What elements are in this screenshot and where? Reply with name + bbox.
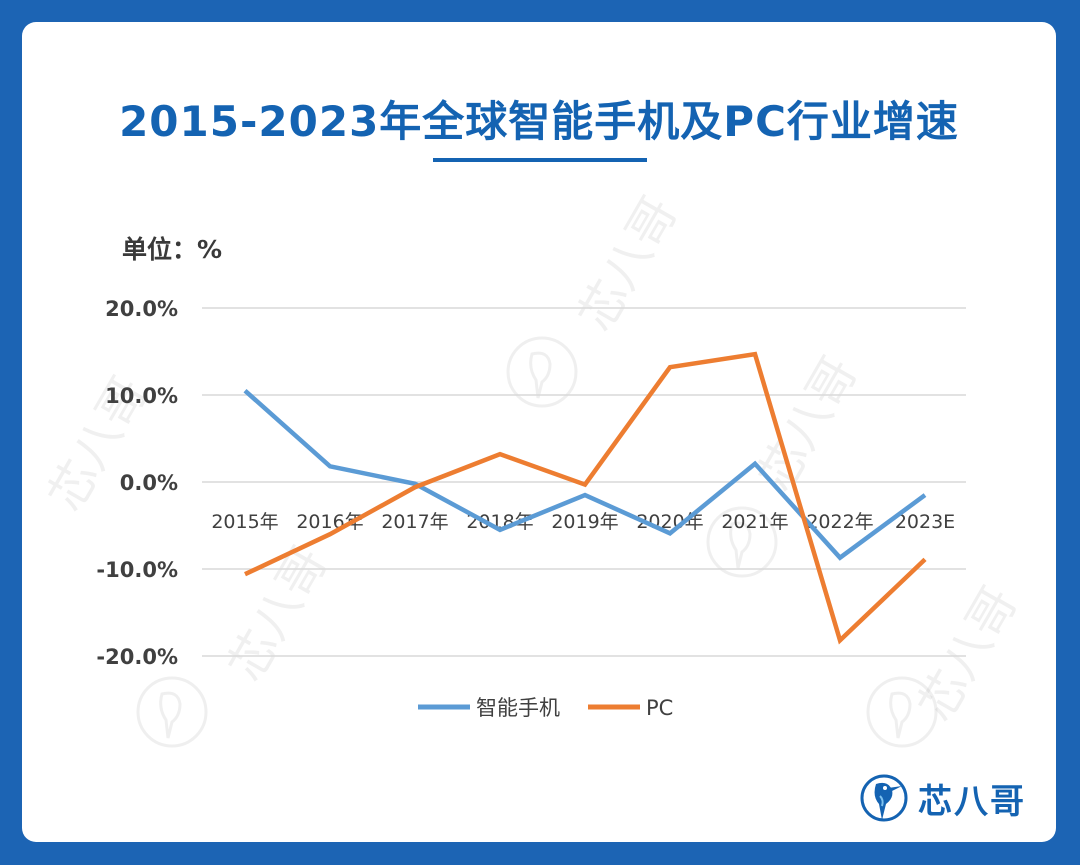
x-tick-label: 2017年 (381, 511, 448, 533)
unit-label: 单位：% (122, 235, 223, 264)
watermark-text: 芯八哥 (908, 578, 1029, 731)
legend-label: 智能手机 (476, 696, 560, 720)
y-tick-label: 0.0% (120, 471, 178, 495)
chart-card: 2015-2023年全球智能手机及PC行业增速 单位：% 芯八哥 芯八哥 芯八哥 芯八… (22, 22, 1056, 842)
y-tick-label: 20.0% (105, 297, 178, 321)
watermark-text: 芯八哥 (568, 188, 689, 341)
series-line-pc (244, 351, 927, 645)
series-line-smartphone (243, 388, 927, 561)
legend-label: PC (646, 696, 673, 720)
y-tick-label: -20.0% (96, 645, 178, 669)
kingfisher-watermark-icon (866, 676, 938, 748)
x-tick-label: 2022年 (806, 511, 873, 533)
series-lines (243, 351, 927, 645)
kingfisher-watermark-icon (706, 506, 778, 578)
x-tick-label: 2023E (895, 511, 955, 533)
brand-logo: 芯八哥 (858, 770, 1026, 826)
x-tick-label: 2019年 (551, 511, 618, 533)
x-tick-label: 2021年 (721, 511, 788, 533)
kingfisher-logo-icon (860, 774, 908, 822)
y-tick-label: -10.0% (96, 558, 178, 582)
x-tick-label: 2016年 (296, 511, 363, 533)
x-tick-label: 2015年 (211, 511, 278, 533)
legend: 智能手机 PC (418, 696, 673, 720)
kingfisher-watermark-icon (136, 676, 208, 748)
kingfisher-watermark-icon (506, 336, 578, 408)
x-tick-label: 2018年 (466, 511, 533, 533)
x-axis-ticks: 2015年 2016年 2017年 2018年 2019年 2020年 2021年 2022年… (211, 511, 955, 533)
page-title: 2015-2023年全球智能手机及PC行业增速 (119, 97, 959, 146)
y-tick-label: 10.0% (105, 384, 178, 408)
brand-name: 芯八哥 (918, 781, 1026, 822)
y-axis-ticks: 20.0% 10.0% 0.0% -10.0% -20.0% (96, 297, 178, 669)
title-underline (433, 158, 647, 162)
